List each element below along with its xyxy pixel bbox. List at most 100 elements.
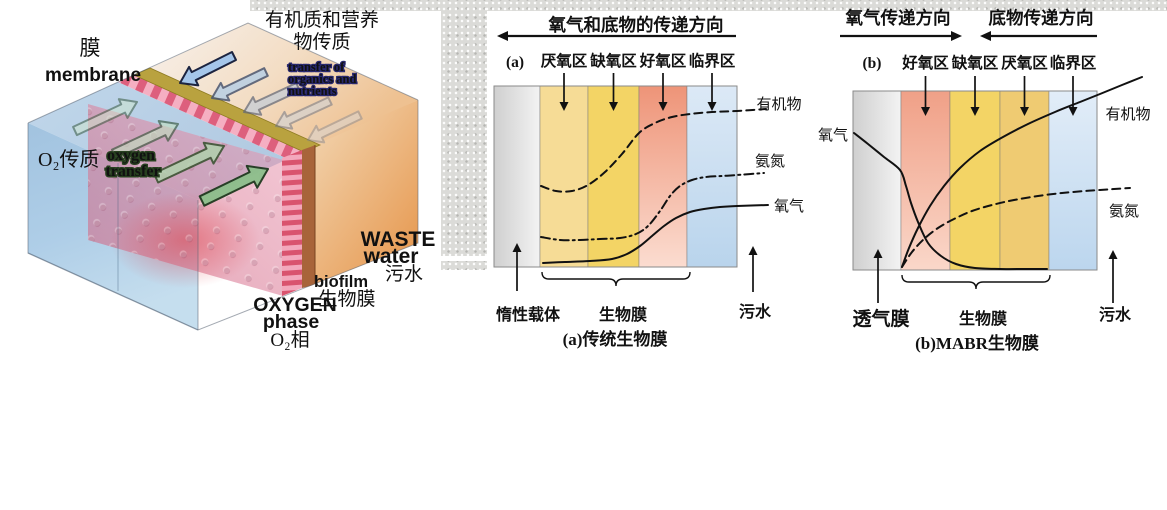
- diagram-b-label-water: 污水: [1099, 305, 1132, 324]
- transfer-organics-en-label: transfer of organics and nutrients: [287, 59, 358, 100]
- waste-water-en-label-1: WASTE: [361, 228, 436, 251]
- waste-water-top-face: [150, 23, 418, 145]
- diagram-b-zone-label-1: 好氧区: [901, 53, 949, 72]
- diagram-a-bottom-arrow-2-head: [748, 246, 758, 255]
- diagram-a-box-border: [493, 85, 738, 268]
- oxygen-phase-cn-label: O₂相: [270, 329, 309, 351]
- diagram-b-bottom-arrow-1-head: [873, 249, 883, 258]
- transfer-arrows: [72, 51, 363, 207]
- svg-text:organics and: organics and: [288, 72, 356, 86]
- diagram-b-curve-1: [901, 76, 1143, 268]
- membrane-top-stripe-band: [118, 75, 304, 159]
- diagram-b-zone-1: [900, 90, 951, 271]
- waste-water-cn-label: 污水: [385, 263, 423, 285]
- oxygen-phase-en-label-1: OXYGEN: [253, 294, 336, 316]
- diagram-b-curve-2: [901, 187, 1131, 268]
- membrane-biofilm-3d-figure: 膜 membrane 有机质和营养 物传质 transfer of organi…: [27, 9, 436, 351]
- diagram-a-curve-0: [540, 108, 767, 193]
- diagram-a-curve-1: [540, 172, 765, 242]
- diagram-b-zone-3: [999, 90, 1050, 271]
- diagram-a-label-carrier: 惰性载体: [496, 305, 561, 324]
- diagram-a-zone-arrow-4-head: [707, 102, 717, 111]
- diagram-b-curve-label-1: 有机物: [1105, 106, 1150, 123]
- diagram-a-zone-2: [587, 85, 640, 268]
- diagram-a-label-biofilm: 生物膜: [599, 305, 647, 324]
- svg-text:transfer of: transfer of: [288, 60, 345, 74]
- diagram-a-curve-2: [542, 204, 769, 264]
- svg-text:transfer: transfer: [105, 163, 160, 180]
- diagram-a-bottom-arrow-1-head: [512, 243, 522, 252]
- diagram-b-curve-label-0: 氧气: [818, 127, 848, 144]
- organics-transfer-arrow-2: [211, 67, 269, 102]
- diagram-b-label-biofilm: 生物膜: [959, 309, 1007, 328]
- biofilm-cn-label: 生物膜: [318, 288, 375, 310]
- organics-transfer-arrow-4: [275, 96, 333, 130]
- diagram-b-caption: (b)MABR生物膜: [915, 333, 1039, 353]
- waste-water-en-label-2: water: [363, 245, 419, 268]
- membrane-wall-stripes: [282, 150, 302, 296]
- diagram-b-zone-label-2: 缺氧区: [952, 53, 999, 72]
- diagram-a-label-water: 污水: [739, 302, 772, 321]
- diagram-b-zone-label-3: 厌氧区: [1001, 53, 1048, 72]
- oxygen-transfer-en-label: oxygen transfer: [104, 146, 162, 182]
- oxygen-phase-en-label-2: phase: [263, 311, 320, 333]
- waste-water-side-face: [315, 100, 418, 284]
- diagram-a-zone-label-4: 临界区: [689, 51, 736, 70]
- slide-background-texture-top: [250, 0, 1167, 11]
- diagram-b-zone-0: [852, 90, 902, 271]
- membrane-front-face: [88, 104, 283, 296]
- diagram-b-title-arrow-1-head: [951, 31, 962, 41]
- organics-transfer-arrow-3: [243, 82, 301, 116]
- diagram-b-zone-arrow-2-head: [970, 107, 980, 116]
- oxygen-transfer-arrow-1: [72, 98, 138, 137]
- diagram-b-title-arrow-2-head: [980, 31, 991, 41]
- diagram-a-zone-arrow-2-head: [609, 102, 618, 111]
- organics-transfer-arrow-5: [307, 110, 363, 144]
- svg-text:oxygen: oxygen: [107, 147, 155, 164]
- oxygen-transfer-arrow-3: [152, 141, 225, 184]
- slide-background-texture-strip: [441, 0, 487, 256]
- biofilm-en-label: biofilm: [314, 273, 368, 291]
- diagram-b-label-membrane: 透气膜: [852, 307, 909, 330]
- diagram-a-tag: (a): [506, 54, 524, 71]
- oxygen-transfer-arrow-2: [111, 120, 179, 160]
- diagram-b-curve-0: [853, 132, 1048, 271]
- diagram-b-biofilm-brace: [901, 274, 1051, 290]
- organics-transfer-arrow-1: [179, 51, 237, 87]
- diagram-a-curve-label-2: 氧气: [774, 198, 804, 215]
- diagram-b-zone-4: [1048, 90, 1098, 271]
- diagram-b-zone-label-4: 临界区: [1050, 53, 1097, 72]
- diagram-a-curve-label-0: 有机物: [756, 96, 801, 113]
- slide-background-texture-block: [441, 261, 487, 270]
- diagram-a-title-1: 氧气和底物的传递方向: [548, 15, 724, 35]
- oxygen-transfer-arrow-4: [198, 164, 269, 207]
- diagram-b-tag: (b): [863, 55, 882, 72]
- organics-transfer-cn-label-1: 有机质和营养: [265, 9, 379, 31]
- diagram-b-zone-arrow-1-head: [921, 107, 930, 116]
- membrane-en-label: membrane: [45, 65, 141, 86]
- box-edges: [27, 22, 419, 331]
- diagram-a-caption: (a)传统生物膜: [563, 329, 668, 349]
- diagram-b-curve-label-2: 氨氮: [1109, 203, 1139, 220]
- membrane-cn-label: 膜: [80, 37, 101, 60]
- diagram-b-zone-arrow-4-head: [1068, 107, 1078, 116]
- diagram-b-title-1: 氧气传递方向: [845, 8, 951, 28]
- diagram-b-zone-arrow-3-head: [1020, 107, 1029, 116]
- diagram-a-zone-0: [493, 85, 541, 268]
- diagram-b-zone-2: [949, 90, 1001, 271]
- diagram-a-zone-1: [539, 85, 589, 268]
- diagram-a-zone-arrow-3-head: [658, 102, 668, 111]
- diagram-a-zone-label-2: 缺氧区: [590, 51, 637, 70]
- diagram-a-zone-label-3: 好氧区: [639, 51, 687, 70]
- diagram-a-zone-3: [638, 85, 688, 268]
- diagram-b-bottom-arrow-2-head: [1108, 250, 1118, 259]
- diagram-a-zone-arrow-1-head: [559, 102, 569, 111]
- svg-text:nutrients: nutrients: [288, 84, 337, 98]
- organics-transfer-cn-label-2: 物传质: [293, 31, 350, 53]
- oxygen-transfer-cn-label: O₂传质: [38, 148, 99, 171]
- diagram-a-title-arrow-1-head: [497, 31, 508, 41]
- diagram-a-curve-label-1: 氨氮: [755, 153, 785, 170]
